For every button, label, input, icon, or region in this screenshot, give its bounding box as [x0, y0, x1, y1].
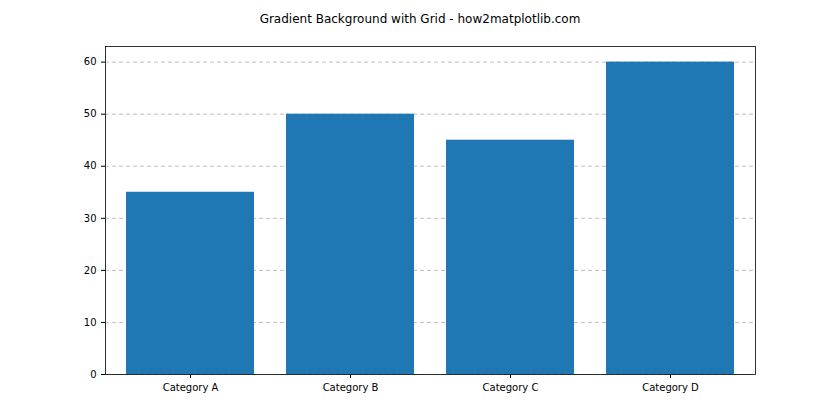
svg-text:30: 30 [84, 213, 97, 224]
svg-text:Category D: Category D [642, 382, 699, 393]
svg-text:Category C: Category C [483, 382, 539, 393]
svg-text:0: 0 [90, 369, 96, 380]
svg-text:60: 60 [84, 56, 97, 67]
svg-text:20: 20 [84, 265, 97, 276]
html-text:Gradient Background with Grid: Gradient Background with Grid - how2matp… [259, 12, 581, 26]
svg-text:10: 10 [84, 317, 97, 328]
svg-text:50: 50 [84, 108, 97, 119]
svg-text:Category B: Category B [323, 382, 379, 393]
svg-text:40: 40 [84, 160, 97, 171]
svg-text:Category A: Category A [163, 382, 219, 393]
